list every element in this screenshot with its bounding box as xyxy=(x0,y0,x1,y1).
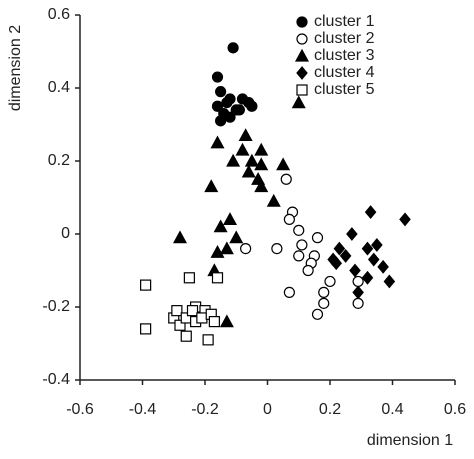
point xyxy=(235,142,250,156)
point xyxy=(229,230,244,244)
point xyxy=(346,227,358,241)
x-tick-label: 0.4 xyxy=(381,401,403,418)
point xyxy=(218,107,230,120)
point xyxy=(210,244,225,258)
point xyxy=(211,71,224,83)
x-tick-label: 0.6 xyxy=(444,401,466,418)
point xyxy=(140,279,152,291)
point xyxy=(213,219,228,233)
point xyxy=(296,239,308,251)
point xyxy=(333,241,346,256)
point xyxy=(283,213,295,225)
x-tick-label: -0.4 xyxy=(129,401,157,418)
point xyxy=(266,193,281,207)
point xyxy=(196,312,208,324)
point xyxy=(243,96,255,109)
point xyxy=(224,93,236,105)
point xyxy=(202,334,214,346)
y-axis-label: dimension 2 xyxy=(7,25,24,111)
legend-marker xyxy=(296,16,308,28)
point xyxy=(180,330,192,342)
point xyxy=(364,205,377,220)
point xyxy=(238,128,253,142)
point xyxy=(311,308,324,320)
point xyxy=(349,263,361,278)
y-tick-label: 0 xyxy=(61,225,70,242)
point xyxy=(227,42,239,54)
x-tick-label: -0.6 xyxy=(66,401,94,418)
x-tick-label: 0 xyxy=(263,401,272,418)
point xyxy=(280,173,292,185)
point xyxy=(271,243,283,255)
point xyxy=(171,305,183,317)
point xyxy=(211,100,224,112)
legend-label: cluster 1 xyxy=(314,13,375,30)
x-tick-label: -0.2 xyxy=(191,401,219,418)
legend-marker xyxy=(296,84,308,96)
point xyxy=(302,264,314,277)
point xyxy=(339,248,352,263)
point xyxy=(283,286,295,298)
y-tick-label: 0.6 xyxy=(48,6,70,23)
point xyxy=(219,314,234,328)
point xyxy=(219,241,234,255)
point xyxy=(318,297,330,309)
y-tick-label: -0.4 xyxy=(42,371,70,388)
point xyxy=(377,259,389,274)
point xyxy=(140,323,152,335)
y-tick-label: 0.4 xyxy=(48,79,70,96)
point xyxy=(361,241,374,256)
point xyxy=(241,164,256,178)
point xyxy=(210,135,225,149)
point xyxy=(311,232,324,244)
point xyxy=(367,252,380,267)
point xyxy=(183,272,195,284)
point xyxy=(254,157,269,171)
point xyxy=(230,104,242,116)
point xyxy=(352,285,364,300)
point xyxy=(174,319,186,331)
legend-marker xyxy=(296,66,308,80)
point xyxy=(215,86,227,98)
point xyxy=(293,250,305,262)
point xyxy=(211,272,224,284)
point xyxy=(318,286,330,298)
point xyxy=(172,230,188,244)
y-tick-label: 0.2 xyxy=(48,152,70,169)
legend-label: cluster 3 xyxy=(314,47,375,64)
point xyxy=(204,179,219,193)
point xyxy=(254,142,269,156)
point xyxy=(371,238,383,252)
point xyxy=(330,256,343,271)
point xyxy=(244,153,259,167)
legend-marker xyxy=(296,33,308,45)
point xyxy=(352,275,364,288)
x-tick-label: 0.2 xyxy=(319,401,341,418)
legend-label: cluster 4 xyxy=(314,64,375,81)
y-tick-label: -0.2 xyxy=(42,298,70,315)
legend-label: cluster 5 xyxy=(314,81,375,98)
legend-marker xyxy=(294,48,310,62)
point xyxy=(399,212,411,227)
point xyxy=(361,270,374,285)
point xyxy=(208,316,220,328)
point xyxy=(222,212,238,225)
point xyxy=(254,179,269,193)
point xyxy=(291,95,306,109)
point xyxy=(293,224,305,236)
point xyxy=(383,274,396,289)
point xyxy=(276,157,291,171)
point xyxy=(186,305,199,317)
point xyxy=(324,275,336,288)
x-axis-label: dimension 1 xyxy=(367,432,453,449)
point xyxy=(240,243,252,255)
point xyxy=(226,153,241,167)
point xyxy=(352,297,364,309)
legend-label: cluster 2 xyxy=(314,30,375,47)
